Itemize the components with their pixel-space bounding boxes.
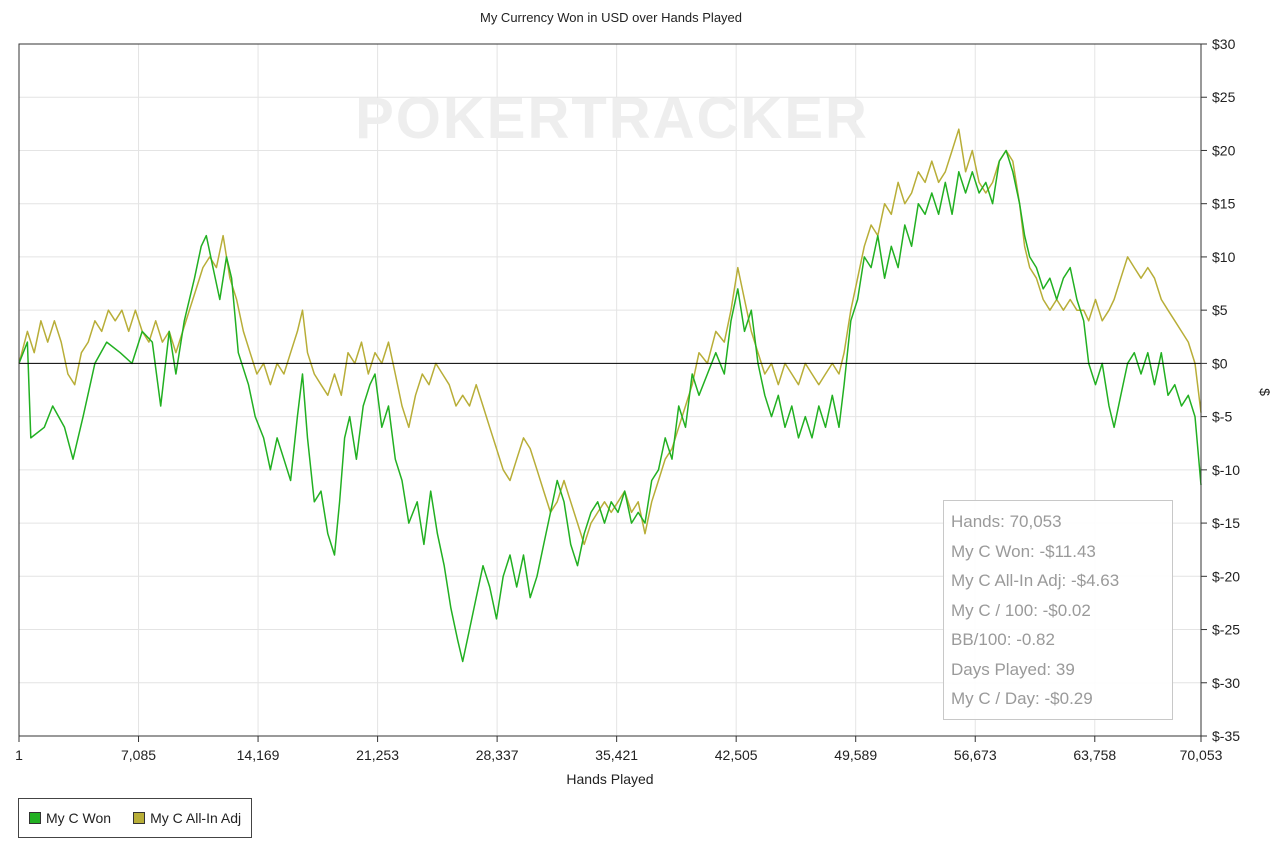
x-tick-label-5: 35,421 — [595, 747, 638, 763]
stats-box: Hands: 70,053 My C Won: -$11.43 My C All… — [943, 500, 1173, 720]
watermark-text: POKERTRACKER — [355, 86, 869, 151]
chart-title: My Currency Won in USD over Hands Played — [480, 10, 742, 25]
y-tick-label-5: $5 — [1212, 302, 1228, 318]
x-tick-label-2: 14,169 — [237, 747, 280, 763]
y-tick-label-13: $-35 — [1212, 728, 1240, 744]
stat-allin-adj: My C All-In Adj: -$4.63 — [951, 571, 1120, 590]
series-layer — [18, 128, 1202, 663]
series-line-my-c-won — [18, 149, 1202, 663]
legend-swatch-allin-adj — [133, 812, 146, 824]
y-tick-label-6: $0 — [1212, 355, 1228, 371]
x-tick-label-4: 28,337 — [476, 747, 519, 763]
y-tick-label-12: $-30 — [1212, 675, 1240, 691]
x-tick-label-0: 1 — [15, 747, 23, 763]
y-tick-label-7: $-5 — [1212, 409, 1232, 425]
legend-label-allin-adj: My C All-In Adj — [150, 810, 242, 826]
stat-bb-100: BB/100: -0.82 — [951, 630, 1055, 649]
y-tick-label-0: $30 — [1212, 36, 1236, 52]
x-axis-label: Hands Played — [566, 771, 653, 787]
series-line-my-c-all-in-adj — [18, 128, 1202, 546]
y-tick-label-3: $15 — [1212, 196, 1236, 212]
x-tick-label-1: 7,085 — [121, 747, 156, 763]
y-tick-label-4: $10 — [1212, 249, 1236, 265]
y-axis-label: $ — [1257, 388, 1273, 396]
legend: My C Won My C All-In Adj — [18, 798, 253, 838]
y-tick-label-10: $-20 — [1212, 568, 1240, 584]
watermark: POKERTRACKER — [355, 86, 869, 151]
legend-label-won: My C Won — [46, 810, 112, 826]
legend-item-allin-adj[interactable]: My C All-In Adj — [133, 810, 241, 826]
plot-frame — [18, 43, 1202, 737]
y-tick-label-9: $-15 — [1212, 515, 1240, 531]
stat-per-day: My C / Day: -$0.29 — [951, 689, 1093, 708]
x-tick-label-8: 56,673 — [954, 747, 997, 763]
legend-swatch-won — [29, 812, 41, 824]
y-tick-label-11: $-25 — [1212, 622, 1240, 638]
legend-item-won[interactable]: My C Won — [29, 810, 111, 826]
y-tick-label-2: $20 — [1212, 142, 1236, 158]
stat-days-played: Days Played: 39 — [951, 659, 1075, 679]
stat-won: My C Won: -$11.43 — [951, 541, 1096, 561]
x-tick-label-3: 21,253 — [356, 747, 399, 763]
x-tick-label-9: 63,758 — [1073, 747, 1116, 763]
y-tick-label-8: $-10 — [1212, 462, 1240, 478]
x-tick-label-6: 42,505 — [715, 747, 758, 763]
stat-hands: Hands: 70,053 — [951, 512, 1062, 531]
x-tick-label-7: 49,589 — [834, 747, 877, 763]
y-tick-label-1: $25 — [1212, 89, 1236, 105]
x-axis: 1 7,085 14,169 21,253 28,337 35,421 42,505 49,5… — [15, 736, 1223, 763]
x-tick-label-10: 70,053 — [1180, 747, 1223, 763]
stat-per-100: My C / 100: -$0.02 — [951, 600, 1091, 620]
y-axis: $30 $25 $20 $15 $10 $5 $0 $-5 $-10 $-15 $-20 $-25 $-… — [1201, 36, 1240, 744]
